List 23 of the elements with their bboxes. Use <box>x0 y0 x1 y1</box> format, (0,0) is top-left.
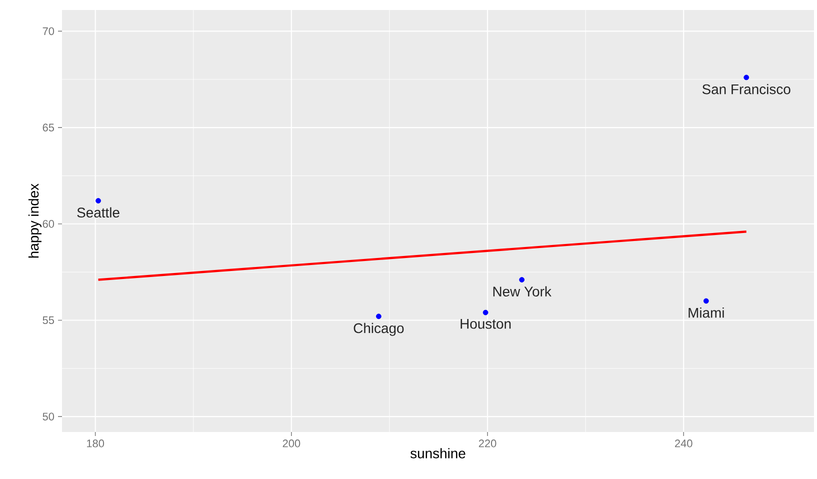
annotation: Miami <box>688 307 724 318</box>
x-tick-label: 240 <box>675 440 692 448</box>
point <box>703 298 709 304</box>
point <box>96 198 101 204</box>
point <box>744 74 750 80</box>
y-tick-label: 55 <box>42 316 54 324</box>
annotation: Seattle <box>77 207 120 218</box>
x-tick-label: 180 <box>87 440 104 448</box>
point <box>519 277 525 282</box>
annotation: San Francisco <box>702 84 790 94</box>
x-tick-label: 200 <box>282 440 300 448</box>
point <box>482 310 488 316</box>
y-tick-label: 65 <box>42 124 54 132</box>
y-tick-label: 60 <box>42 220 54 228</box>
y-tick-label: 50 <box>42 412 54 420</box>
annotation: New York <box>493 286 552 297</box>
x-tick-label: 220 <box>478 440 496 448</box>
annotation: Chicago <box>354 322 404 336</box>
x-axis-title: sunshine <box>410 448 466 458</box>
annotation: Houston <box>460 319 511 329</box>
y-axis-title: happy index <box>28 184 42 258</box>
y-tick-label: 70 <box>42 27 54 36</box>
point <box>376 314 382 320</box>
